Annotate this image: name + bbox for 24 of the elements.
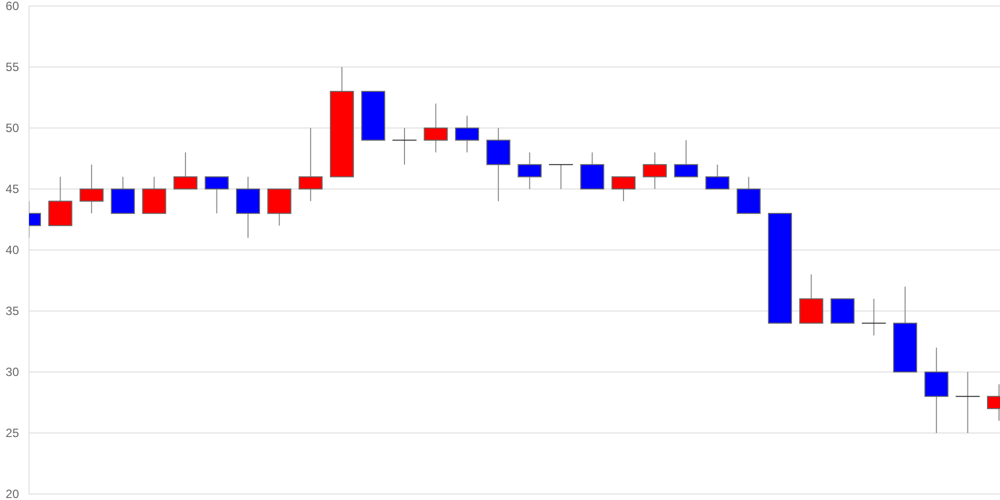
candlestick [424,103,448,153]
candlestick [204,176,229,214]
y-tick-label: 60 [6,0,20,14]
y-tick-label: 45 [6,182,20,196]
candlestick [642,152,667,190]
candlestick [518,152,542,190]
candlestick [612,176,636,202]
candlestick [298,128,323,202]
candlestick [80,164,104,214]
y-tick-label: 30 [6,365,20,380]
candlestick [862,298,886,336]
candlestick [548,164,573,190]
y-tick-label: 55 [6,60,20,74]
y-tick-label: 25 [6,426,20,440]
y-tick-label: 40 [6,243,20,258]
candlestick [956,372,980,434]
candlestick [173,152,198,190]
candlestick [705,164,730,190]
y-tick-label: 35 [6,304,20,318]
candlestick [674,140,698,178]
y-tick-label: 20 [6,487,20,500]
candlestick [455,115,480,153]
candlestick [392,128,416,166]
y-tick-label: 50 [6,121,20,136]
